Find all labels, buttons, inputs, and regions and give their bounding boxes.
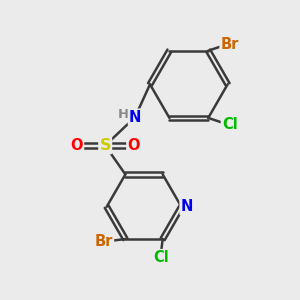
- Text: N: N: [129, 110, 141, 125]
- Text: Cl: Cl: [153, 250, 169, 265]
- Text: O: O: [70, 138, 83, 153]
- Text: N: N: [181, 199, 193, 214]
- Text: H: H: [118, 108, 129, 121]
- Text: Br: Br: [220, 37, 239, 52]
- Text: O: O: [127, 138, 140, 153]
- Text: Br: Br: [95, 234, 113, 249]
- Text: Cl: Cl: [222, 117, 238, 132]
- Text: S: S: [100, 138, 111, 153]
